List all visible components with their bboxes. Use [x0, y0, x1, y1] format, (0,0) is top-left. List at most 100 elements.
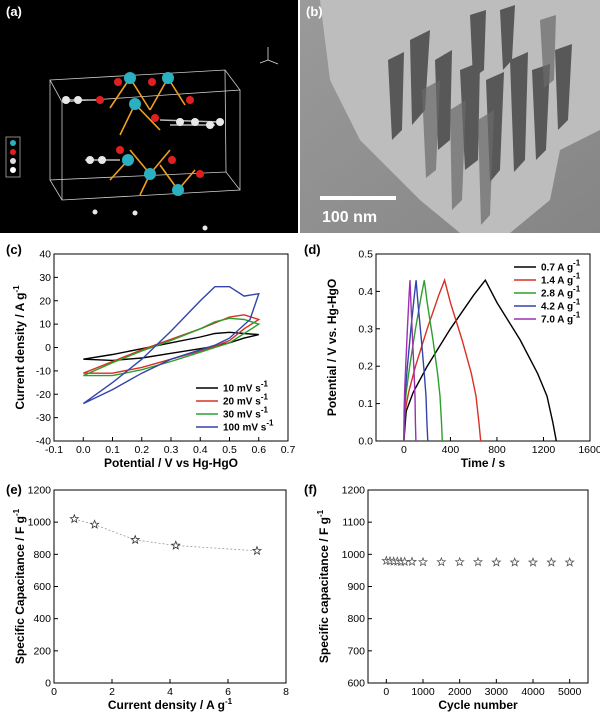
x-tick-label: 0.5 [222, 444, 237, 456]
x-tick-label: 0 [401, 444, 407, 456]
data-point [251, 545, 263, 556]
x-axis-title: Time / s [461, 456, 506, 470]
panel-label-e: (e) [6, 482, 22, 497]
x-axis-title: Current density / A g-1 [108, 697, 233, 712]
tem-image: (b) 100 nm [300, 0, 600, 233]
y-tick-label: 200 [33, 645, 51, 657]
x-tick-label: 6 [225, 686, 231, 698]
y-tick-label: 1000 [342, 549, 366, 561]
x-tick-label: -0.1 [45, 444, 63, 456]
panel-d: (d) 0 400 800 1200 1600 0.0 0.1 0.2 0.3 0.4 0.5 Time… [300, 240, 600, 470]
x-tick-label: 2000 [448, 686, 472, 698]
gcd-chart: (d) 0 400 800 1200 1600 0.0 0.1 0.2 0.3 0.4 0.5 Time… [304, 242, 600, 470]
series-line-2 [403, 280, 443, 441]
series-line-2 [83, 317, 261, 377]
series-line-1 [403, 277, 482, 441]
y-tick-label: 0.2 [358, 361, 373, 373]
plot-frame [375, 253, 591, 442]
legend-entry: 30 mV s-1 [223, 406, 268, 421]
y-tick-label: 40 [39, 249, 51, 261]
y-tick-label: 0.0 [358, 436, 373, 448]
y-tick-label: 400 [33, 613, 51, 625]
plot-frame [367, 489, 589, 684]
y-tick-label: 20 [39, 295, 51, 307]
data-point [130, 534, 141, 545]
legend-entry: 100 mV s-1 [223, 419, 274, 434]
legend-entry: 1.4 A g-1 [541, 272, 581, 287]
y-tick-label: 0.4 [358, 286, 373, 298]
legend-entry: 4.2 A g-1 [541, 298, 581, 313]
y-tick-label: -30 [36, 412, 51, 424]
y-tick-label: 0.3 [358, 323, 373, 335]
x-axis-title: Cycle number [438, 698, 518, 712]
y-tick-label: 0.1 [358, 398, 373, 410]
x-tick-label: 0.2 [134, 444, 149, 456]
y-tick-label: 600 [33, 581, 51, 593]
series-line-3 [82, 286, 260, 405]
y-tick-label: 1000 [28, 517, 52, 529]
rate-capability-chart: (e) 0 2 4 6 8 0 200 400 600 800 1000 1200 Current den… [6, 482, 289, 712]
data-point [546, 557, 557, 567]
y-tick-label: 0 [45, 342, 51, 354]
data-point [417, 556, 429, 567]
y-tick-label: 1100 [342, 517, 365, 529]
panel-e: (e) 0 2 4 6 8 0 200 400 600 800 1000 1200 Current den… [0, 478, 300, 715]
panel-a: (a) [0, 0, 298, 233]
x-tick-label: 0 [51, 686, 57, 698]
y-tick-label: 800 [347, 613, 365, 625]
x-tick-label: 5000 [558, 686, 582, 698]
data-point [89, 519, 100, 529]
y-axis-title: Current density / A g-1 [12, 285, 27, 410]
scale-bar-label: 100 nm [322, 209, 377, 226]
data-point [564, 557, 575, 567]
x-tick-label: 800 [488, 444, 506, 456]
y-tick-label: 700 [347, 645, 365, 657]
y-tick-label: 800 [33, 549, 51, 561]
data-point [491, 557, 502, 567]
data-point [436, 556, 447, 567]
legend-entry: 7.0 A g-1 [541, 311, 581, 326]
data-point [170, 540, 181, 550]
x-tick-label: 0 [383, 686, 389, 698]
y-tick-label: 10 [39, 319, 51, 331]
x-tick-label: 4 [167, 686, 173, 698]
crystal-structure-image: (a) [0, 0, 298, 233]
panel-c: (c) -0.1 0.0 0.1 0.2 0.3 0.4 0.5 0.6 0.7 -40 -30 -20… [0, 240, 300, 470]
x-axis-title: Potential / V vs Hg-HgO [104, 456, 238, 470]
panel-label-f: (f) [304, 482, 317, 497]
series-line-0 [74, 518, 258, 552]
series-line-1 [83, 314, 261, 374]
y-tick-label: -40 [36, 436, 51, 448]
x-tick-label: 400 [442, 444, 460, 456]
data-point [69, 513, 80, 524]
panel-b: (b) 100 nm [300, 0, 600, 233]
x-tick-label: 0.3 [164, 444, 179, 456]
cv-chart: (c) -0.1 0.0 0.1 0.2 0.3 0.4 0.5 0.6 0.7 -40 -30 -20… [6, 242, 296, 470]
panel-label-b: (b) [306, 4, 323, 19]
plot-frame [53, 489, 287, 684]
y-tick-label: -10 [36, 365, 51, 377]
y-tick-label: 1200 [28, 485, 52, 497]
data-point [527, 557, 539, 567]
series-line-0 [83, 331, 259, 362]
y-tick-label: 600 [347, 678, 365, 690]
x-tick-label: 0.4 [193, 444, 208, 456]
x-tick-label: 0.0 [76, 444, 91, 456]
y-tick-label: -20 [36, 389, 51, 401]
panel-f: (f) 0 1000 2000 3000 4000 5000 600 700 800 900 1000… [300, 478, 600, 715]
legend-entry: 20 mV s-1 [223, 393, 268, 408]
scale-bar [320, 196, 396, 200]
y-axis-title: Specific Capacitance / F g-1 [12, 508, 27, 664]
x-tick-label: 0.7 [281, 444, 296, 456]
x-tick-label: 0.6 [251, 444, 266, 456]
x-tick-label: 3000 [485, 686, 509, 698]
x-tick-label: 0.1 [105, 444, 120, 456]
legend-entry: 2.8 A g-1 [541, 285, 581, 300]
y-tick-label: 1200 [342, 485, 366, 497]
series-line-4 [403, 280, 417, 441]
y-axis-title: Potential / V vs. Hg-HgO [325, 279, 339, 416]
panel-label-c: (c) [6, 242, 22, 257]
panel-label-d: (d) [304, 242, 321, 257]
x-tick-label: 2 [109, 686, 115, 698]
data-point [472, 556, 484, 567]
